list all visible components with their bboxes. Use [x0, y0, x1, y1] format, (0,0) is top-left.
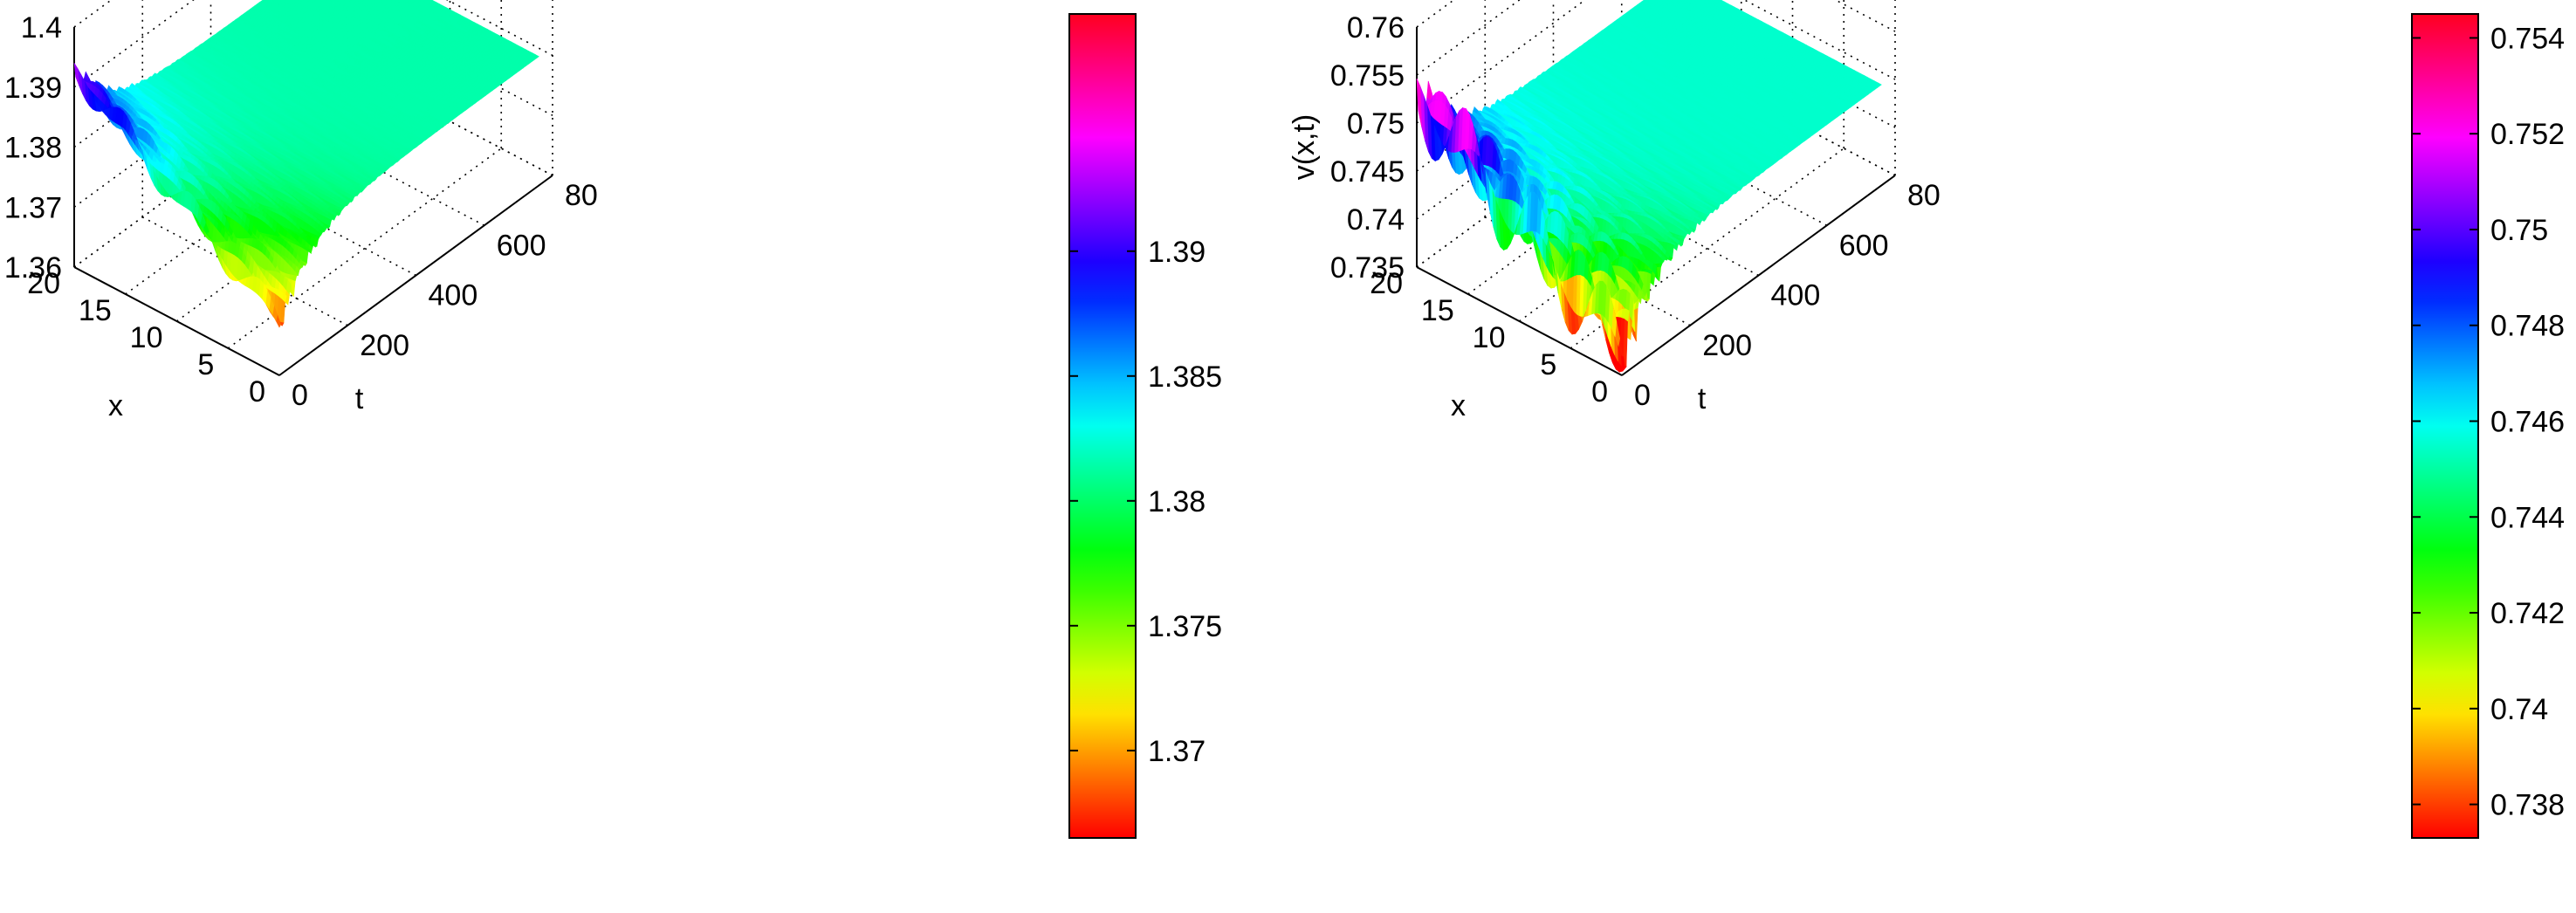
u-surface-panel: 1.361.371.381.391.405101520020040060080u… [4, 0, 1222, 839]
u-x-axis [73, 266, 280, 376]
u-surface [73, 0, 539, 328]
u-grid-z-left [73, 0, 195, 88]
u-t-axis [278, 175, 553, 376]
